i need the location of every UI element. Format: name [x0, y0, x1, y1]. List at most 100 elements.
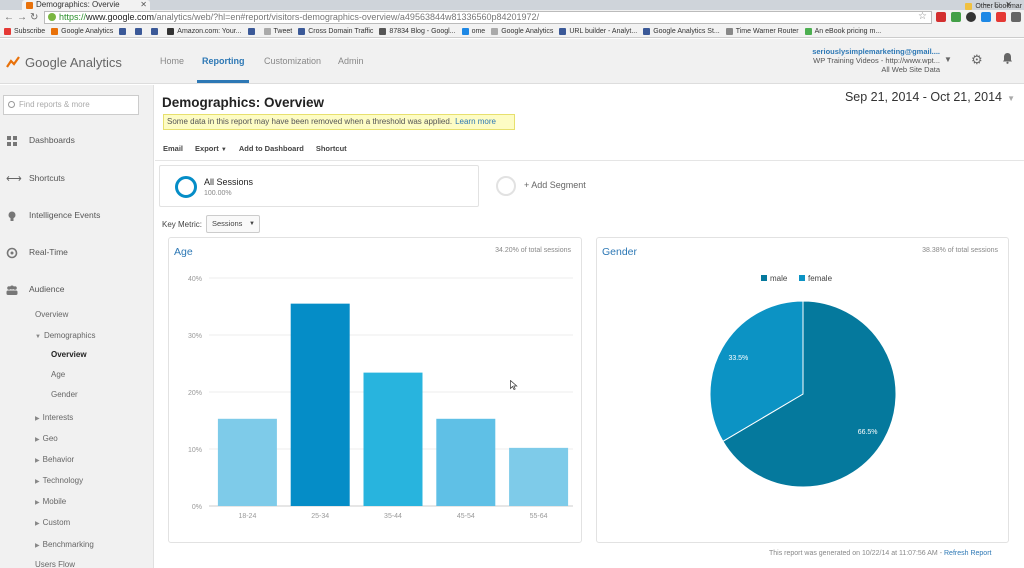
bookmark-item[interactable] [247, 27, 258, 35]
bookmark-item[interactable]: Google Analytics [491, 27, 553, 35]
reload-icon[interactable]: ↻ [30, 12, 39, 23]
sidebar-item-dashboards[interactable]: Dashboards [0, 133, 154, 149]
add-segment-ring-icon[interactable] [496, 176, 516, 196]
bell-icon[interactable] [1002, 52, 1013, 64]
nav-reporting[interactable]: Reporting [202, 56, 245, 66]
segment-all-sessions[interactable]: All Sessions 100.00% [159, 165, 479, 207]
window-controls[interactable]: –□✕ [984, 0, 1018, 9]
bookmark-label: Subscribe [14, 27, 46, 35]
bookmark-item[interactable]: ome [461, 27, 485, 35]
bookmark-star-icon[interactable]: ☆ [918, 11, 927, 22]
account-caret-icon[interactable]: ▼ [944, 55, 952, 64]
sidebar-item-behavior[interactable]: ▶ Behavior [35, 455, 74, 464]
sidebar-item-demographics[interactable]: ▼ Demographics [35, 331, 96, 340]
extension-icon[interactable] [966, 12, 976, 22]
date-range-picker[interactable]: Sep 21, 2014 - Oct 21, 2014 [844, 90, 1002, 104]
bookmark-item[interactable]: Google Analytics St... [643, 27, 720, 35]
sidebar-item-label: Dashboards [29, 135, 75, 145]
collapsed-triangle-icon: ▶ [35, 543, 40, 549]
chevron-down-icon[interactable]: ▼ [1007, 94, 1015, 103]
sidebar-item-gender[interactable]: Gender [51, 390, 78, 399]
sidebar-item-custom[interactable]: ▶ Custom [35, 518, 70, 527]
threshold-notice: Some data in this report may have been r… [163, 114, 515, 130]
bookmark-item[interactable]: Google Analytics [51, 27, 114, 35]
email-button[interactable]: Email [163, 144, 184, 153]
search-input[interactable]: Find reports & more [3, 95, 139, 115]
bookmark-item[interactable]: Time Warner Router [725, 27, 799, 35]
bookmark-item[interactable]: Cross Domain Traffic [298, 27, 373, 35]
add-segment-button[interactable]: + Add Segment [524, 180, 586, 190]
y-tick-label: 0% [192, 504, 202, 511]
x-tick-label: 45-54 [457, 513, 475, 520]
ga-logo[interactable]: Google Analytics [6, 52, 122, 72]
shortcut-button[interactable]: Shortcut [315, 144, 347, 153]
menu-icon[interactable] [1011, 12, 1021, 22]
bookmark-favicon-icon [643, 27, 651, 35]
bar-25-34 [290, 303, 350, 506]
collapsed-triangle-icon: ▶ [35, 437, 40, 443]
sidebar-item-overview[interactable]: Overview [35, 310, 69, 319]
bookmark-item[interactable] [135, 27, 145, 35]
export-label: Export [195, 144, 219, 153]
sidebar-item-shortcuts[interactable]: ⟷ Shortcuts [0, 171, 154, 187]
sidebar-item-demographics-overview[interactable]: Overview [51, 350, 87, 359]
account-selector[interactable]: seriouslysimplemarketing@gmail.... WP Tr… [812, 47, 940, 74]
lightbulb-icon [8, 211, 16, 221]
collapsed-triangle-icon: ▶ [35, 500, 40, 506]
y-tick-label: 30% [188, 333, 202, 340]
bookmark-item[interactable] [119, 27, 129, 35]
bookmark-item[interactable]: Amazon.com: Your... [167, 27, 242, 35]
refresh-report-link[interactable]: Refresh Report [944, 550, 992, 557]
forward-icon[interactable]: → [17, 12, 27, 23]
key-metric-select[interactable]: Sessions ▼ [206, 215, 260, 233]
sidebar-item-technology[interactable]: ▶ Technology [35, 476, 83, 485]
bookmark-item[interactable]: Subscribe [4, 27, 46, 35]
extension-icon[interactable] [996, 12, 1006, 22]
browser-tab[interactable]: Demographics: Overvie ✕ [22, 0, 150, 10]
account-email: seriouslysimplemarketing@gmail.... [812, 47, 940, 56]
sidebar-item-interests[interactable]: ▶ Interests [35, 413, 73, 422]
bookmark-favicon-icon [167, 27, 175, 35]
bookmark-item[interactable] [151, 27, 161, 35]
sidebar-item-label: Custom [42, 518, 71, 527]
other-bookmarks-label: Other bookmar [975, 3, 1022, 10]
nav-admin[interactable]: Admin [338, 56, 364, 66]
y-tick-label: 40% [188, 276, 202, 283]
extension-icon[interactable] [981, 12, 991, 22]
other-bookmarks[interactable]: Other bookmar [965, 3, 1022, 10]
learn-more-link[interactable]: Learn more [455, 117, 496, 126]
tab-close-icon[interactable]: ✕ [140, 0, 147, 9]
nav-home[interactable]: Home [160, 56, 185, 66]
sidebar-item-intelligence[interactable]: Intelligence Events [0, 208, 154, 224]
back-icon[interactable]: ← [4, 12, 14, 23]
nav-customization[interactable]: Customization [264, 56, 322, 66]
address-bar[interactable]: https://www.google.com/analytics/web/?hl… [44, 11, 932, 24]
bookmark-item[interactable]: 87834 Blog - Googl... [379, 27, 456, 35]
add-to-dashboard-button[interactable]: Add to Dashboard [238, 144, 304, 153]
sidebar-item-age[interactable]: Age [51, 370, 66, 379]
extension-icons [936, 12, 1021, 23]
sidebar-item-mobile[interactable]: ▶ Mobile [35, 497, 66, 506]
bookmark-favicon-icon [725, 27, 733, 35]
omnibar: ← → ↻ https://www.google.com/analytics/w… [0, 10, 1024, 25]
extension-icon[interactable] [951, 12, 961, 22]
gear-icon[interactable]: ⚙ [971, 52, 983, 67]
bookmark-favicon-icon [119, 27, 127, 35]
sidebar-item-users-flow[interactable]: Users Flow [35, 560, 76, 568]
bookmark-label: Tweet [273, 27, 293, 35]
sidebar-item-realtime[interactable]: Real-Time [0, 245, 154, 261]
url-path: /analytics/web/?hl=en#report/visitors-de… [154, 12, 540, 22]
bookmark-item[interactable]: An eBook pricing m... [804, 27, 881, 35]
bookmark-item[interactable]: Tweet [263, 27, 293, 35]
clock-icon [6, 247, 18, 259]
extension-icon[interactable] [936, 12, 946, 22]
sidebar-item-audience[interactable]: Audience [0, 282, 154, 298]
sidebar-item-label: Behavior [42, 455, 75, 464]
bookmark-item[interactable]: URL builder - Analyt... [559, 27, 637, 35]
sidebar: Find reports & more Dashboards ⟷ Shortcu… [0, 85, 154, 568]
sidebar-item-benchmarking[interactable]: ▶ Benchmarking [35, 540, 94, 549]
sidebar-item-label: Technology [42, 476, 84, 485]
bookmark-label: Google Analytics [61, 27, 114, 35]
sidebar-item-geo[interactable]: ▶ Geo [35, 434, 58, 443]
export-button[interactable]: Export ▼ [195, 144, 227, 153]
